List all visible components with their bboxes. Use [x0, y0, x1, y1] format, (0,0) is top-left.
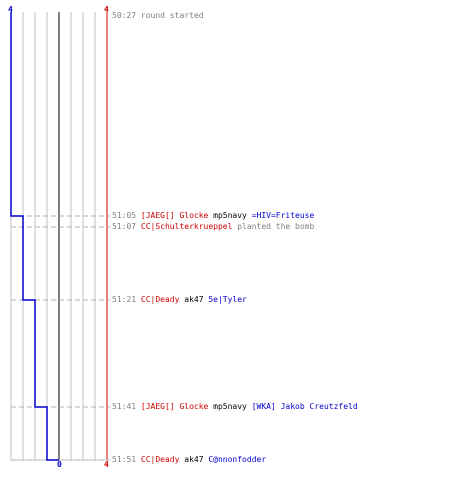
event-time: 51:07 [112, 222, 141, 231]
score-label-top-left: 4 [8, 5, 13, 14]
event-text: mp5navy [208, 211, 252, 220]
event-row: 51:41 [JAEG[] Glocke mp5navy [WKA] Jakob… [112, 402, 358, 412]
event-time: 51:51 [112, 455, 141, 464]
score-label-bottom-center: 0 [57, 460, 62, 469]
event-text: planted the bomb [232, 222, 315, 231]
event-text: [WKA] Jakob Creutzfeld [251, 402, 358, 411]
event-text: [JAEG[] Glocke [140, 211, 209, 220]
event-row: 51:21 CC|Deady ak47 5e|Tyler [112, 295, 247, 305]
event-text: ak47 [179, 455, 209, 464]
event-text: CC|Schulterkrueppel [140, 222, 233, 231]
event-text: 5e|Tyler [208, 295, 247, 304]
score-label-bottom-right: 4 [104, 460, 109, 469]
event-text: mp5navy [208, 402, 252, 411]
event-text: round started [140, 11, 204, 20]
event-text: C@nnonfodder [208, 455, 267, 464]
event-time: 51:05 [112, 211, 141, 220]
event-text: CC|Deady [140, 455, 180, 464]
event-text: CC|Deady [140, 295, 180, 304]
event-time: 51:21 [112, 295, 141, 304]
event-row: 50:27 round started [112, 11, 204, 21]
event-time: 51:41 [112, 402, 141, 411]
blue-team-score-line [10, 12, 59, 461]
event-time: 50:27 [112, 11, 141, 20]
event-row: 51:07 CC|Schulterkrueppel planted the bo… [112, 222, 314, 232]
event-text: [JAEG[] Glocke [140, 402, 209, 411]
score-label-top-right: 4 [104, 5, 109, 14]
event-text: =HIV=Friteuse [251, 211, 315, 220]
event-row: 51:05 [JAEG[] Glocke mp5navy =HIV=Friteu… [112, 211, 314, 221]
event-text: ak47 [179, 295, 209, 304]
event-row: 51:51 CC|Deady ak47 C@nnonfodder [112, 455, 266, 465]
